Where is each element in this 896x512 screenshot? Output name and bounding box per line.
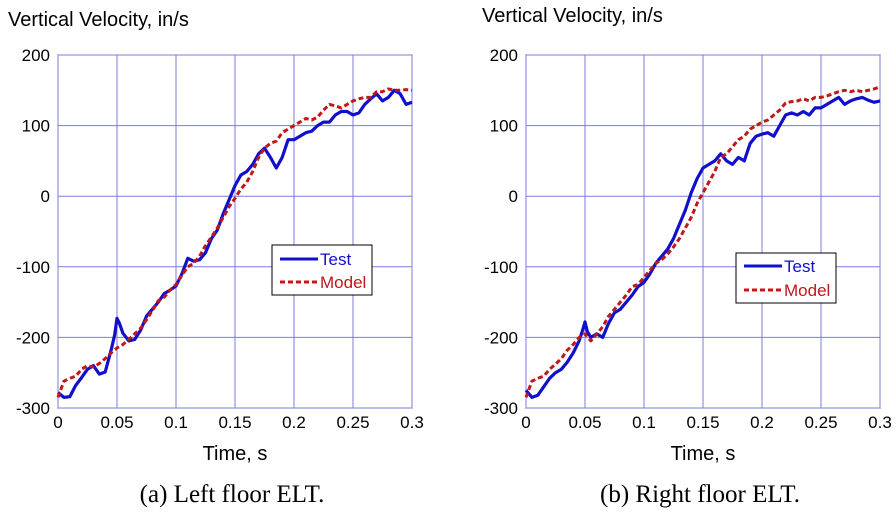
- series-line-test: [524, 95, 881, 399]
- y-tick-label: -200: [16, 328, 50, 347]
- series-line-test: [56, 88, 413, 399]
- x-tick-label: 0.3: [400, 413, 424, 432]
- x-tick-label: 0.15: [218, 413, 251, 432]
- series-lines: [524, 85, 881, 399]
- x-tick-label: 0.1: [164, 413, 188, 432]
- x-tick-label: 0.05: [568, 413, 601, 432]
- y-tick-label: 200: [490, 46, 518, 65]
- legend: Test Model: [271, 244, 373, 296]
- y-tick-label: 200: [22, 46, 50, 65]
- caption: (a) Left floor ELT.: [140, 481, 325, 508]
- y-tick-label: -300: [16, 399, 50, 418]
- chart-left-floor-elt: Vertical Velocity, in/s 200 100 0 -100 -200 -…: [8, 9, 424, 508]
- legend-test-label: Test: [320, 250, 351, 269]
- x-tick-label: 0: [521, 413, 530, 432]
- legend-test-label: Test: [784, 257, 815, 276]
- x-tick-label: 0.2: [282, 413, 306, 432]
- x-tick-label: 0.25: [804, 413, 837, 432]
- grid-lines: [57, 54, 413, 409]
- x-tick-label: 0.2: [750, 413, 774, 432]
- y-axis-label: Vertical Velocity, in/s: [8, 9, 189, 31]
- legend: Test Model: [735, 252, 837, 304]
- y-tick-label: 0: [509, 187, 518, 206]
- series-line-model: [524, 85, 881, 398]
- y-tick-label: 0: [41, 187, 50, 206]
- x-axis-label: Time, s: [671, 443, 736, 465]
- series-line-model: [56, 87, 413, 398]
- x-tick-label: 0.05: [100, 413, 133, 432]
- legend-box: [271, 244, 373, 296]
- x-tick-label: 0.3: [868, 413, 892, 432]
- y-tick-label: -300: [484, 399, 518, 418]
- legend-model-label: Model: [784, 281, 830, 300]
- legend-box: [735, 252, 837, 304]
- x-tick-label: 0.15: [686, 413, 719, 432]
- y-tick-label: 100: [22, 117, 50, 136]
- x-tick-label: 0: [53, 413, 62, 432]
- x-tick-label: 0.1: [632, 413, 656, 432]
- y-axis-label: Vertical Velocity, in/s: [482, 5, 663, 27]
- series-lines: [56, 87, 413, 399]
- chart-right-floor-elt: Vertical Velocity, in/s 200 100 0 -100 -200 -…: [482, 5, 892, 508]
- y-tick-label: -200: [484, 328, 518, 347]
- x-tick-labels: 0 0.05 0.1 0.15 0.2 0.25 0.3: [521, 413, 892, 432]
- x-axis-label: Time, s: [203, 443, 268, 465]
- x-tick-label: 0.25: [336, 413, 369, 432]
- y-tick-label: -100: [16, 258, 50, 277]
- y-tick-labels: 200 100 0 -100 -200 -300: [16, 46, 50, 418]
- caption: (b) Right floor ELT.: [600, 481, 800, 508]
- y-tick-labels: 200 100 0 -100 -200 -300: [484, 46, 518, 418]
- legend-model-label: Model: [320, 273, 366, 292]
- y-tick-label: 100: [490, 117, 518, 136]
- grid-lines: [525, 54, 881, 409]
- y-tick-label: -100: [484, 258, 518, 277]
- x-tick-labels: 0 0.05 0.1 0.15 0.2 0.25 0.3: [53, 413, 424, 432]
